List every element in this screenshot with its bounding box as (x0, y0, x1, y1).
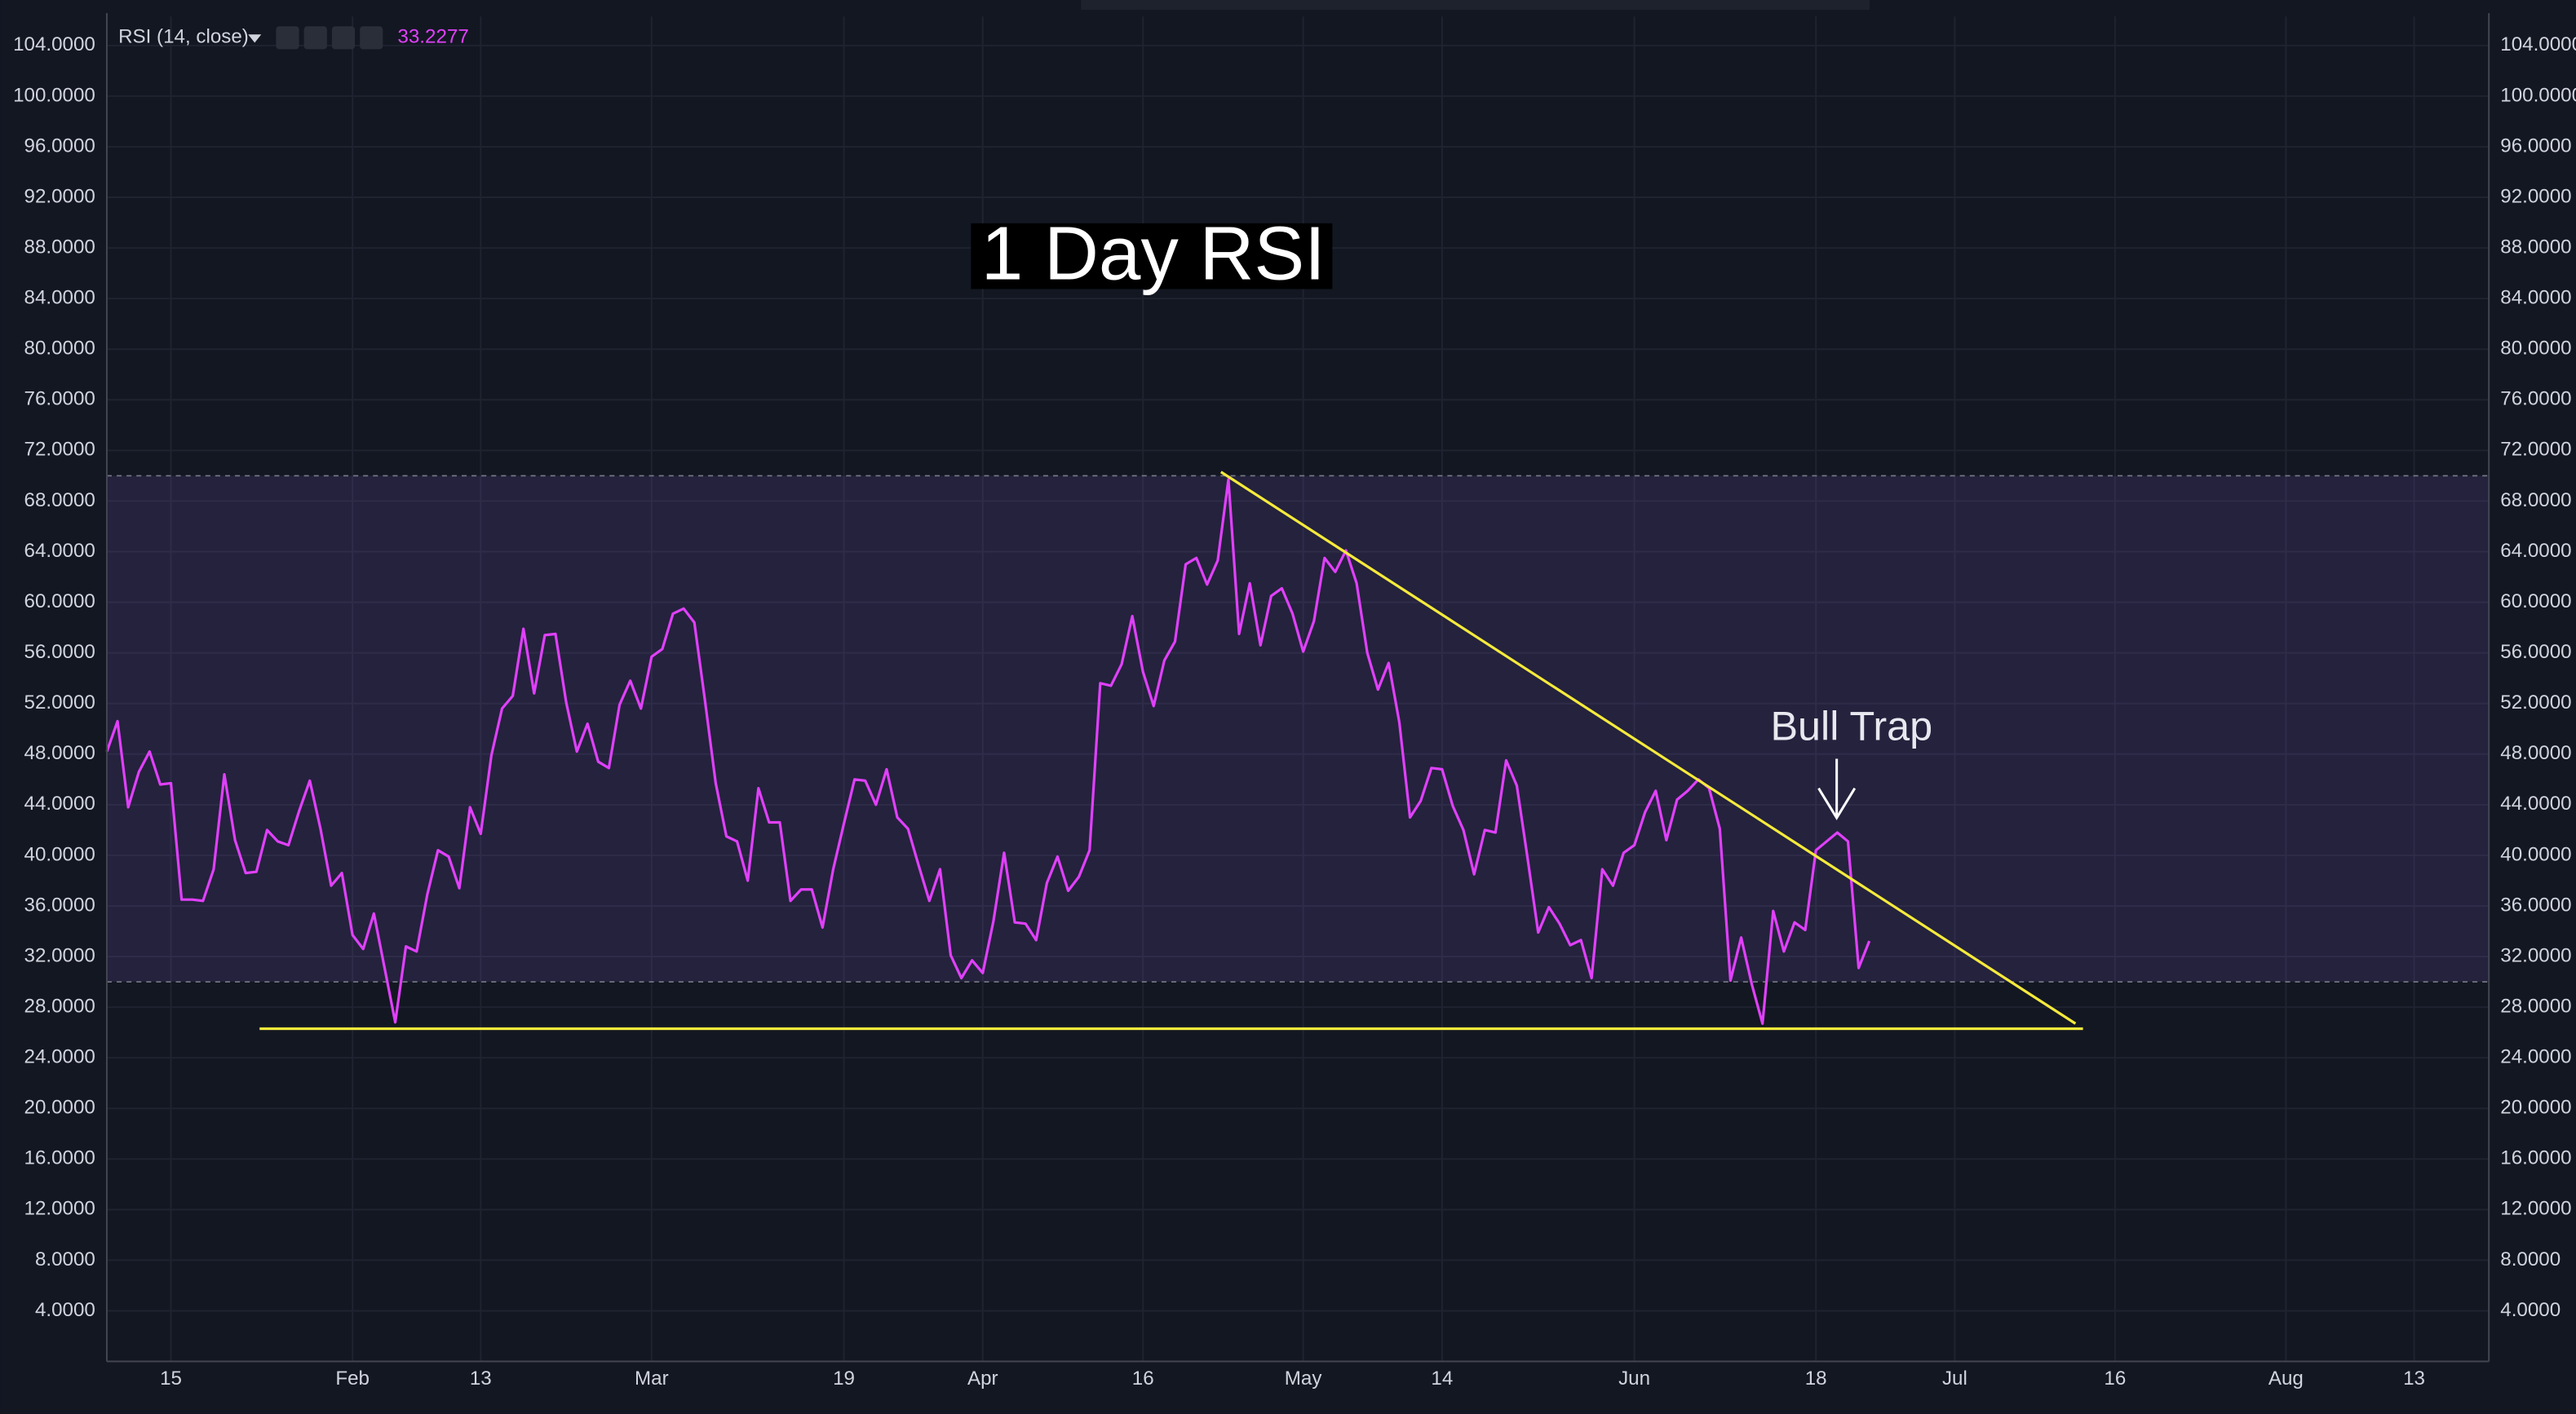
icon-settings[interactable] (303, 26, 327, 50)
y2-tick-label: 104.0000 (2500, 33, 2576, 55)
y-tick-label: 72.0000 (24, 439, 95, 461)
y2-tick-label: 52.0000 (2500, 692, 2571, 714)
y2-tick-label: 40.0000 (2500, 843, 2571, 865)
y-tick-label: 48.0000 (24, 742, 95, 764)
x-tick-label: May (1285, 1368, 1323, 1390)
x-tick-label: Jun (1618, 1368, 1650, 1390)
y-tick-label: 84.0000 (24, 287, 95, 309)
y2-tick-label: 44.0000 (2500, 793, 2571, 815)
band-fill (106, 475, 2490, 983)
y-tick-label: 20.0000 (24, 1097, 95, 1119)
icon-more[interactable] (331, 26, 356, 50)
y-tick-label: 44.0000 (24, 793, 95, 815)
y2-tick-label: 100.0000 (2500, 84, 2576, 106)
x-tick-label: Apr (967, 1368, 998, 1390)
y-tick-label: 88.0000 (24, 236, 95, 258)
x-tick-label: 13 (2403, 1368, 2425, 1390)
bands (106, 475, 2490, 983)
x-tick-label: 13 (470, 1368, 492, 1390)
y-tick-label: 92.0000 (24, 185, 95, 207)
y-tick-label: 16.0000 (24, 1147, 95, 1169)
y-tick-label: 52.0000 (24, 692, 95, 714)
y-tick-label: 64.0000 (24, 540, 95, 562)
y2-tick-label: 60.0000 (2500, 590, 2571, 612)
x-tick-label: Jul (1942, 1368, 1967, 1390)
y2-tick-label: 80.0000 (2500, 338, 2571, 360)
x-tick-label: Aug (2268, 1368, 2304, 1390)
y-tick-label: 80.0000 (24, 338, 95, 360)
labels: 4.0000 4.0000 8.0000 8.0000 12.0000 12.0000 16… (13, 33, 2576, 1390)
y2-tick-label: 84.0000 (2500, 287, 2571, 309)
y-tick-label: 8.0000 (35, 1248, 95, 1270)
y-tick-label: 40.0000 (24, 843, 95, 865)
y2-tick-label: 24.0000 (2500, 1046, 2571, 1068)
y2-tick-label: 8.0000 (2500, 1248, 2561, 1270)
x-tick-label: 16 (1132, 1368, 1154, 1390)
indicator-label: RSI (14, close) (118, 26, 249, 48)
y-tick-label: 68.0000 (24, 489, 95, 511)
y2-tick-label: 16.0000 (2500, 1147, 2571, 1169)
y2-tick-label: 76.0000 (2500, 388, 2571, 410)
y2-tick-label: 4.0000 (2500, 1299, 2561, 1321)
y-tick-label: 32.0000 (24, 944, 95, 966)
chart-title: 1 Day RSI (981, 211, 1326, 296)
y2-tick-label: 20.0000 (2500, 1097, 2571, 1119)
y-tick-label: 56.0000 (24, 641, 95, 663)
y2-tick-label: 56.0000 (2500, 641, 2571, 663)
y2-tick-label: 68.0000 (2500, 489, 2571, 511)
last-value: 33.2277 (397, 26, 468, 48)
y-tick-label: 28.0000 (24, 995, 95, 1017)
icon-close[interactable] (360, 26, 383, 50)
y2-tick-label: 36.0000 (2500, 894, 2571, 916)
y-tick-label: 76.0000 (24, 388, 95, 410)
x-tick-label: Feb (335, 1368, 370, 1390)
y2-tick-label: 72.0000 (2500, 439, 2571, 461)
y2-tick-label: 48.0000 (2500, 742, 2571, 764)
icon-eye[interactable] (276, 26, 299, 50)
y-tick-label: 12.0000 (24, 1198, 95, 1220)
x-tick-label: 19 (833, 1368, 855, 1390)
x-tick-label: 14 (1431, 1368, 1453, 1390)
y-tick-label: 100.0000 (13, 84, 95, 106)
y2-tick-label: 32.0000 (2500, 944, 2571, 966)
y2-tick-label: 12.0000 (2500, 1198, 2571, 1220)
y-tick-label: 60.0000 (24, 590, 95, 612)
y2-tick-label: 64.0000 (2500, 540, 2571, 562)
y2-tick-label: 88.0000 (2500, 236, 2571, 258)
marks (105, 471, 2083, 1031)
x-tick-label: Mar (635, 1368, 669, 1390)
y-tick-label: 36.0000 (24, 894, 95, 916)
x-tick-label: 15 (160, 1368, 182, 1390)
annotation-arrow (1817, 758, 1857, 820)
top-bar (1081, 0, 1870, 11)
dropdown-icon[interactable] (248, 34, 262, 43)
x-tick-label: 16 (2104, 1368, 2126, 1390)
y2-tick-label: 96.0000 (2500, 135, 2571, 157)
rsi-line (105, 478, 1871, 1025)
annotation: Bull Trap (1770, 702, 1932, 749)
y-tick-label: 24.0000 (24, 1046, 95, 1068)
y-tick-label: 4.0000 (35, 1299, 95, 1321)
title-box (971, 223, 1333, 289)
trendline (1219, 471, 2077, 1025)
x-tick-label: 18 (1805, 1368, 1827, 1390)
indicator-icons (276, 26, 383, 50)
y-tick-label: 96.0000 (24, 135, 95, 157)
y2-tick-label: 92.0000 (2500, 185, 2571, 207)
y2-tick-label: 28.0000 (2500, 995, 2571, 1017)
y-tick-label: 104.0000 (13, 33, 95, 55)
